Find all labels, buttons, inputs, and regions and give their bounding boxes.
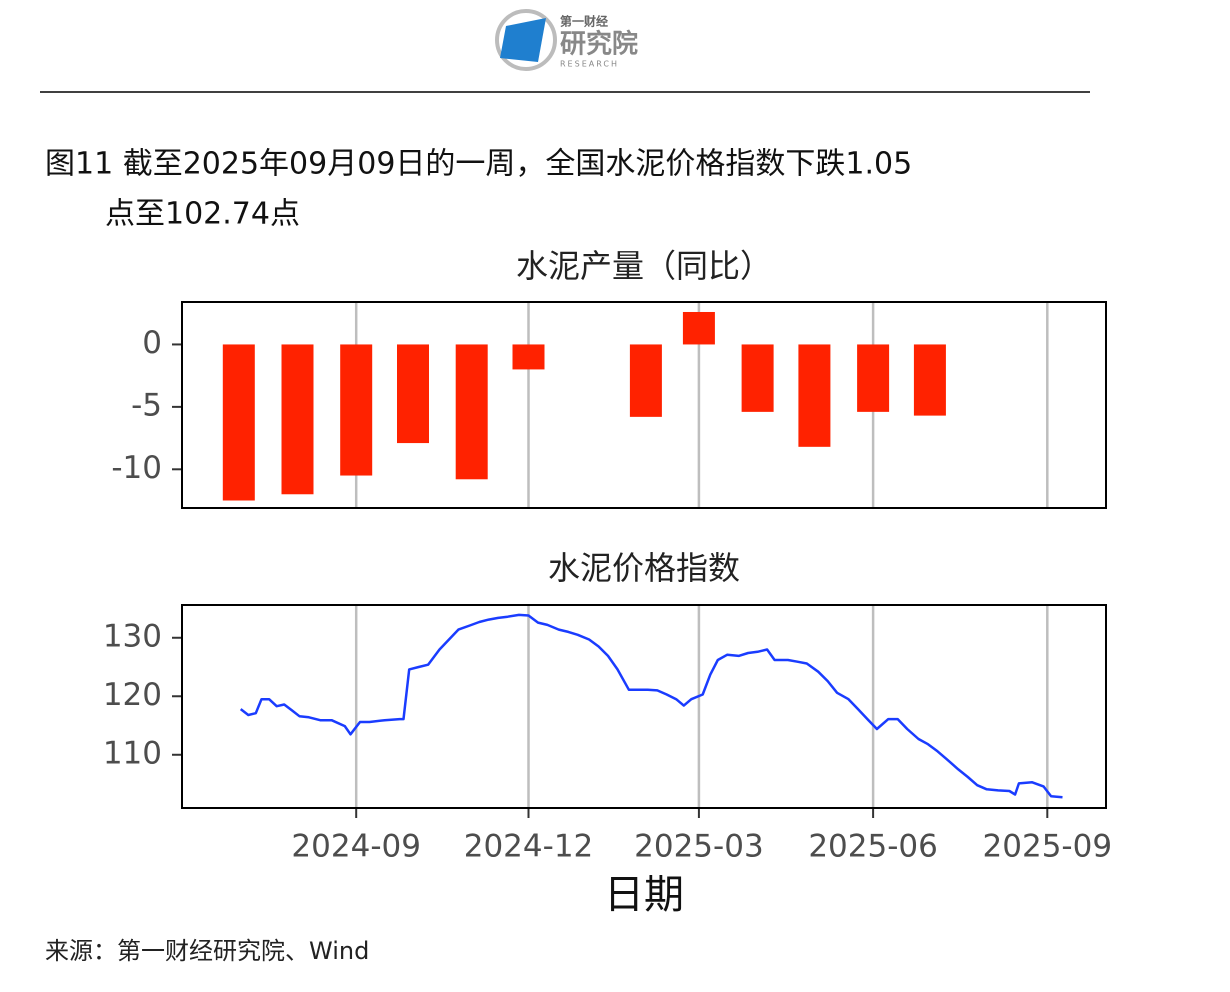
bar [741,344,774,412]
line-series [239,613,1063,799]
y-tick-label: 130 [103,618,162,654]
bar [682,311,715,345]
bar [512,344,545,370]
y-tick-label: 110 [103,735,162,771]
bar [281,344,314,495]
bar [397,344,429,444]
logo-ring [495,9,557,71]
logo: 第一财经 研究院 RESEARCH [495,9,638,71]
bar [857,344,890,412]
bar [629,344,662,417]
bar [340,344,373,476]
logo-mark [500,18,546,62]
logo-top: 第一财经 [560,14,608,29]
x-tick-label: 2024-12 [464,829,594,865]
chart-title: 水泥价格指数 [548,549,740,587]
y-tick-label: -5 [131,387,162,423]
y-tick-label: -10 [111,450,162,486]
x-tick-label: 2025-03 [634,829,764,865]
plot-frame [181,604,1107,809]
bar [913,344,946,416]
bar [798,344,831,447]
caption-line: 点至102.74点 [105,197,300,232]
plot-frame [181,301,1107,509]
y-tick-label: 0 [142,325,162,361]
logo-main: 研究院 [560,29,638,60]
x-axis-label: 日期 [604,872,684,918]
bar [455,344,488,480]
logo-sub: RESEARCH [560,60,619,69]
x-tick-label: 2024-09 [291,829,421,865]
chart-title: 水泥产量（同比） [516,247,772,285]
x-tick-label: 2025-06 [808,829,938,865]
source: 来源：第一财经研究院、Wind [45,937,369,965]
y-tick-label: 120 [103,677,162,713]
x-tick-label: 2025-09 [983,829,1113,865]
bar [222,344,255,501]
caption-line: 图11 截至2025年09月09日的一周，全国水泥价格指数下跌1.05 [45,147,912,182]
